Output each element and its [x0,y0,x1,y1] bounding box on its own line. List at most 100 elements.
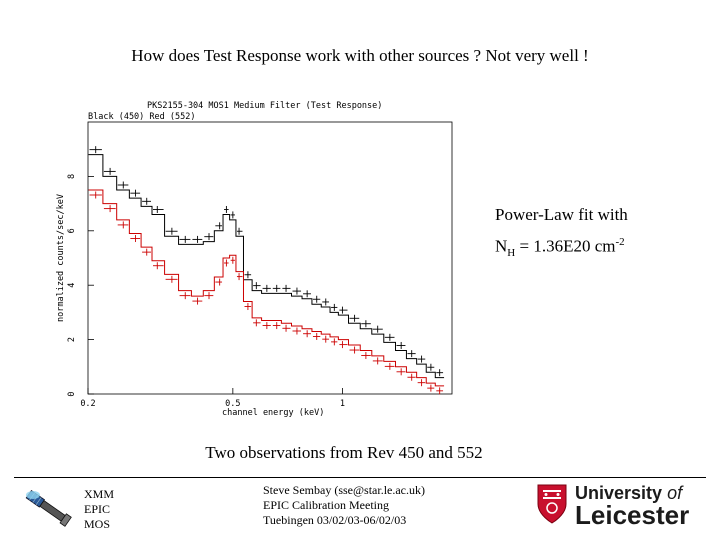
data-point [244,271,252,279]
data-point [89,191,102,199]
xmm-line: XMM [84,487,115,501]
data-point [282,324,291,332]
data-point [322,335,330,343]
data-point [312,295,321,303]
university-name-line1: University of [575,483,682,504]
data-point [215,222,223,230]
contact-block: Steve Sembay (sse@star.le.ac.uk) EPIC Ca… [263,483,425,528]
data-point [396,368,406,376]
y-axis-label: normalized counts/sec/keV [56,194,66,322]
y-tick-label: 4 [67,283,77,288]
data-point [224,259,229,267]
data-point [407,350,416,358]
data-point [339,306,348,314]
x-axis-label: channel energy (keV) [222,408,324,418]
data-point [292,287,302,295]
data-point [179,292,191,300]
epic-line: EPIC [84,502,111,516]
mos-line: MOS [84,517,111,531]
satellite-icon [25,490,72,527]
spectrum-plot: 0.2 0.5 1 0 2 4 6 8 PKS2155-304 MOS1 Medium Fil… [56,101,453,418]
data-point [179,235,191,243]
data-point [396,341,406,349]
data-point [292,327,302,335]
university-word: University [575,483,663,503]
fit-note-value: = 1.36E20 cm [515,236,616,256]
fit-note-line2: NH = 1.36E20 cm-2 [495,236,625,259]
chart-subtitle: Black (450) Red (552) [88,112,195,122]
model-step-line [88,154,445,379]
data-point [192,297,203,305]
data-point [427,384,435,392]
fit-note-line1: Power-Law fit with [495,205,628,224]
data-point [103,205,116,213]
slide-title: How does Test Response work with other s… [131,46,589,65]
chart-title: PKS2155-304 MOS1 Medium Filter (Test Res… [147,101,382,111]
data-point [153,262,164,270]
data-point [224,205,229,213]
data-point [165,275,178,283]
series-layer [88,146,445,395]
footer-divider [14,477,706,478]
model-step-line [88,189,445,387]
contact-name-email: Steve Sembay (sse@star.le.ac.uk) [263,483,426,497]
y-tick-label: 6 [67,228,77,233]
data-point [130,189,141,197]
y-tick-label: 2 [67,337,77,342]
data-point [192,235,203,243]
data-point [253,282,261,290]
data-point [349,346,360,354]
data-point [142,197,152,205]
data-point [272,322,281,330]
x-tick-label: 0.5 [225,399,240,409]
data-point [312,332,321,340]
data-point [244,303,252,311]
series-red-552 [88,189,445,395]
data-point [103,167,116,175]
data-point [384,333,395,341]
data-point [215,278,223,286]
data-point [384,362,395,370]
data-point [417,379,426,387]
data-point [236,273,243,281]
y-tick-label: 8 [67,174,77,179]
x-tick-label: 0.2 [80,399,95,409]
data-point [142,248,152,256]
axis-ticks: 0.2 0.5 1 0 2 4 6 8 [67,174,345,409]
data-point [303,330,311,338]
data-point [322,298,330,306]
fit-note-sup: -2 [615,236,625,248]
university-name-line2: Leicester [575,500,690,530]
data-point [361,351,371,359]
slide-caption: Two observations from Rev 450 and 552 [205,443,483,462]
data-point [272,284,281,292]
data-point [372,357,383,365]
data-point [303,290,311,298]
x-tick-label: 1 [340,399,345,409]
plot-frame [87,121,453,395]
data-point [407,373,416,381]
data-point [230,211,235,219]
data-point [230,256,235,264]
data-point [204,233,214,241]
data-point [349,314,360,322]
meeting-place-date: Tuebingen 03/02/03-06/02/03 [263,513,407,527]
data-point [153,205,164,213]
university-of: of [667,483,683,503]
crest-icon [537,484,567,524]
data-point [282,284,291,292]
data-point [372,325,383,333]
plot-axes-box [87,121,453,395]
data-point [165,227,178,235]
data-point [339,341,348,349]
xmm-epic-mos-label: XMM EPIC MOS [84,487,114,532]
data-point [117,221,129,229]
data-point [253,319,261,327]
fit-note-sub: H [507,247,516,260]
data-point [436,369,444,377]
data-point [436,387,444,395]
fit-note-nh: N [495,236,508,256]
data-point [262,322,271,330]
data-point [331,338,338,346]
data-point [204,292,214,300]
